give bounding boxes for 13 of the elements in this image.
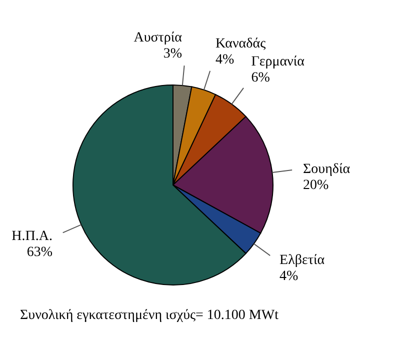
data-label: 20%: [302, 178, 329, 193]
slice-label: Αυστρία: [134, 30, 183, 46]
slice-label: Γερμανία: [251, 54, 306, 70]
data-label: 4%: [216, 52, 235, 68]
slice-label: Καναδάς: [216, 36, 266, 52]
data-label: 63%: [26, 244, 53, 260]
slice-label: Η.Π.Α.: [12, 228, 53, 244]
slice-label: Σουηδία: [302, 162, 351, 177]
slice-label: Ελβετία: [280, 253, 326, 268]
data-label: 3%: [163, 46, 182, 62]
data-label: 4%: [280, 269, 299, 284]
text: Συνολική εγκατεστημένη ισχύς= 10.100 MWt: [20, 308, 278, 324]
data-label: 6%: [251, 70, 270, 86]
